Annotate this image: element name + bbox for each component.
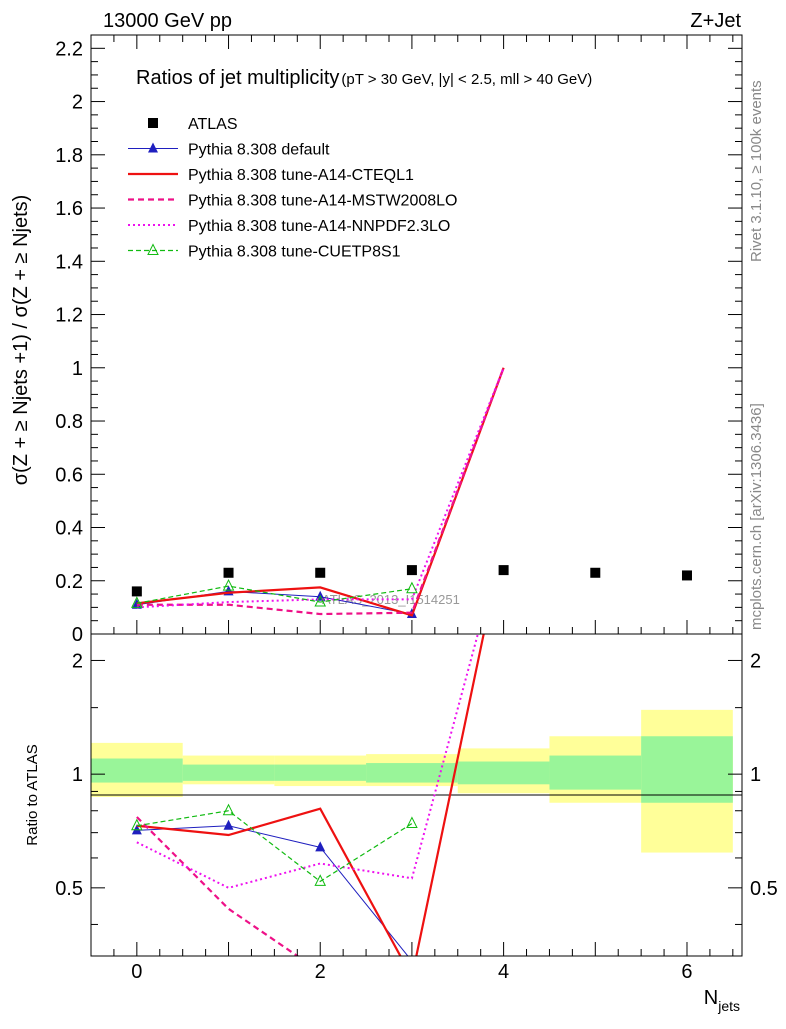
- chart-title-cuts: (pT > 30 GeV, |y| < 2.5, mll > 40 GeV): [341, 71, 592, 88]
- ratio-panel: 0.5 0.5 1 1 2 2 0 2 4 6: [55, 35, 778, 983]
- main-y-tick-label: 1.4: [55, 251, 83, 273]
- ratio-y-tick-label: 0.5: [55, 878, 83, 900]
- series-line-a14_cteql1: [136, 367, 505, 617]
- chart-title: Ratios of jet multiplicity (pT > 30 GeV, …: [136, 67, 592, 89]
- ratio-point-default: [315, 841, 326, 852]
- legend-label-cuetp8s1: Pythia 8.308 tune-CUETP8S1: [188, 244, 401, 261]
- uncertainty-bands: [91, 709, 733, 853]
- point-cuetp8s1: [131, 596, 143, 608]
- legend-label-a14_mstw: Pythia 8.308 tune-A14-MSTW2008LO: [188, 193, 457, 210]
- point-cuetp8s1: [406, 581, 418, 594]
- main-y-ticks: 0 0.2 0.4 0.6 0.8 1 1.2 1.4 1.6 1.8 2 2.2: [55, 38, 742, 646]
- ratio-line-default: [136, 825, 409, 956]
- atlas-point: [406, 565, 417, 576]
- main-y-tick-label: 2.2: [55, 38, 83, 60]
- energy-label: 13000 GeV pp: [103, 10, 232, 32]
- ratio-point-cuetp8s1: [131, 818, 143, 831]
- ratio-line-a14_mstw: [136, 816, 300, 956]
- band-inner: [457, 761, 550, 785]
- ratio-y-tick-label-right: 1: [750, 764, 761, 786]
- x-axis-label-sub: jets: [717, 998, 740, 1014]
- ratio-y-tick-label: 2: [72, 650, 83, 672]
- main-y-tick-label: 0: [72, 624, 83, 646]
- ratio-y-tick-label: 1: [72, 764, 83, 786]
- main-y-tick-label: 1.8: [55, 145, 83, 167]
- atlas-point: [590, 567, 601, 578]
- ratio-y-axis-label: Ratio to ATLAS: [24, 744, 41, 845]
- legend-marker-atlas: [148, 118, 158, 128]
- point-cuetp8s1: [314, 594, 327, 607]
- x-axis-label-main: N: [704, 987, 718, 1009]
- x-tick-label: 0: [131, 961, 142, 983]
- atlas-point: [498, 565, 509, 576]
- band-inner: [91, 758, 183, 783]
- main-y-tick-label: 1.2: [55, 305, 83, 327]
- main-y-tick-label: 0.4: [55, 518, 83, 540]
- main-y-axis-label: σ(Z + ≥ Njets +1) / σ(Z + ≥ Njets): [10, 195, 32, 486]
- band-inner: [641, 736, 733, 803]
- ratio-line-a14_cteql1: [136, 634, 485, 956]
- band-inner: [366, 763, 458, 783]
- legend-label-atlas: ATLAS: [188, 116, 238, 133]
- process-label: Z+Jet: [690, 10, 741, 32]
- band-inner: [182, 764, 275, 781]
- ratio-point-cuetp8s1: [222, 803, 235, 816]
- ratio-point-default: [411, 955, 413, 956]
- main-y-tick-label: 1: [72, 358, 83, 380]
- legend-marker-cuetp8s1: [147, 243, 159, 255]
- main-y-tick-label: 0.2: [55, 571, 83, 593]
- main-series: [131, 367, 505, 619]
- main-y-tick-label: 1.6: [55, 198, 83, 220]
- legend-label-a14_nnpdf: Pythia 8.308 tune-A14-NNPDF2.3LO: [188, 218, 450, 235]
- point-cuetp8s1: [222, 578, 235, 591]
- atlas-point: [131, 586, 142, 597]
- ratio-point-cuetp8s1: [314, 874, 327, 886]
- band-inner: [549, 755, 642, 790]
- x-tick-label: 2: [315, 961, 326, 983]
- mcplots-label: mcplots.cern.ch [arXiv:1306.3436]: [748, 403, 765, 630]
- chart-title-main: Ratios of jet multiplicity: [136, 67, 339, 89]
- series-line-cuetp8s1: [136, 585, 413, 604]
- atlas-point: [223, 567, 234, 578]
- ratio-y-tick-label-right: 0.5: [750, 878, 778, 900]
- legend-marker-default: [148, 142, 158, 153]
- ratio-point-default: [223, 819, 234, 830]
- x-tick-label: 4: [498, 961, 509, 983]
- legend: ATLAS Pythia 8.308 default Pythia 8.308 tu…: [128, 116, 457, 261]
- series-line-a14_nnpdf: [136, 367, 505, 609]
- legend-label-default: Pythia 8.308 default: [188, 142, 330, 159]
- x-ticks: 0 2 4 6: [90, 35, 734, 983]
- x-axis-label: Njets: [704, 987, 740, 1014]
- x-tick-label: 6: [681, 961, 692, 983]
- main-y-tick-label: 0.6: [55, 464, 83, 486]
- ratio-y-tick-label-right: 2: [750, 650, 761, 672]
- atlas-point: [681, 570, 692, 581]
- main-y-tick-label: 0.8: [55, 411, 83, 433]
- ratio-frame: [90, 633, 743, 957]
- ratio-point-cuetp8s1: [406, 816, 418, 829]
- ratio-series: [131, 634, 485, 956]
- band-inner: [274, 764, 367, 781]
- ratio-y-ticks: 0.5 0.5 1 1 2 2: [55, 650, 778, 925]
- atlas-markers: [131, 565, 692, 597]
- main-panel: 00.20.40.60.811.21.41.61.822.2 ATLAS_201…: [55, 34, 743, 646]
- legend-label-a14_cteql1: Pythia 8.308 tune-A14-CTEQL1: [188, 167, 414, 184]
- rivet-label: Rivet 3.1.10, ≥ 100k events: [748, 80, 765, 262]
- atlas-point: [315, 567, 326, 578]
- main-y-tick-label: 2: [72, 92, 83, 114]
